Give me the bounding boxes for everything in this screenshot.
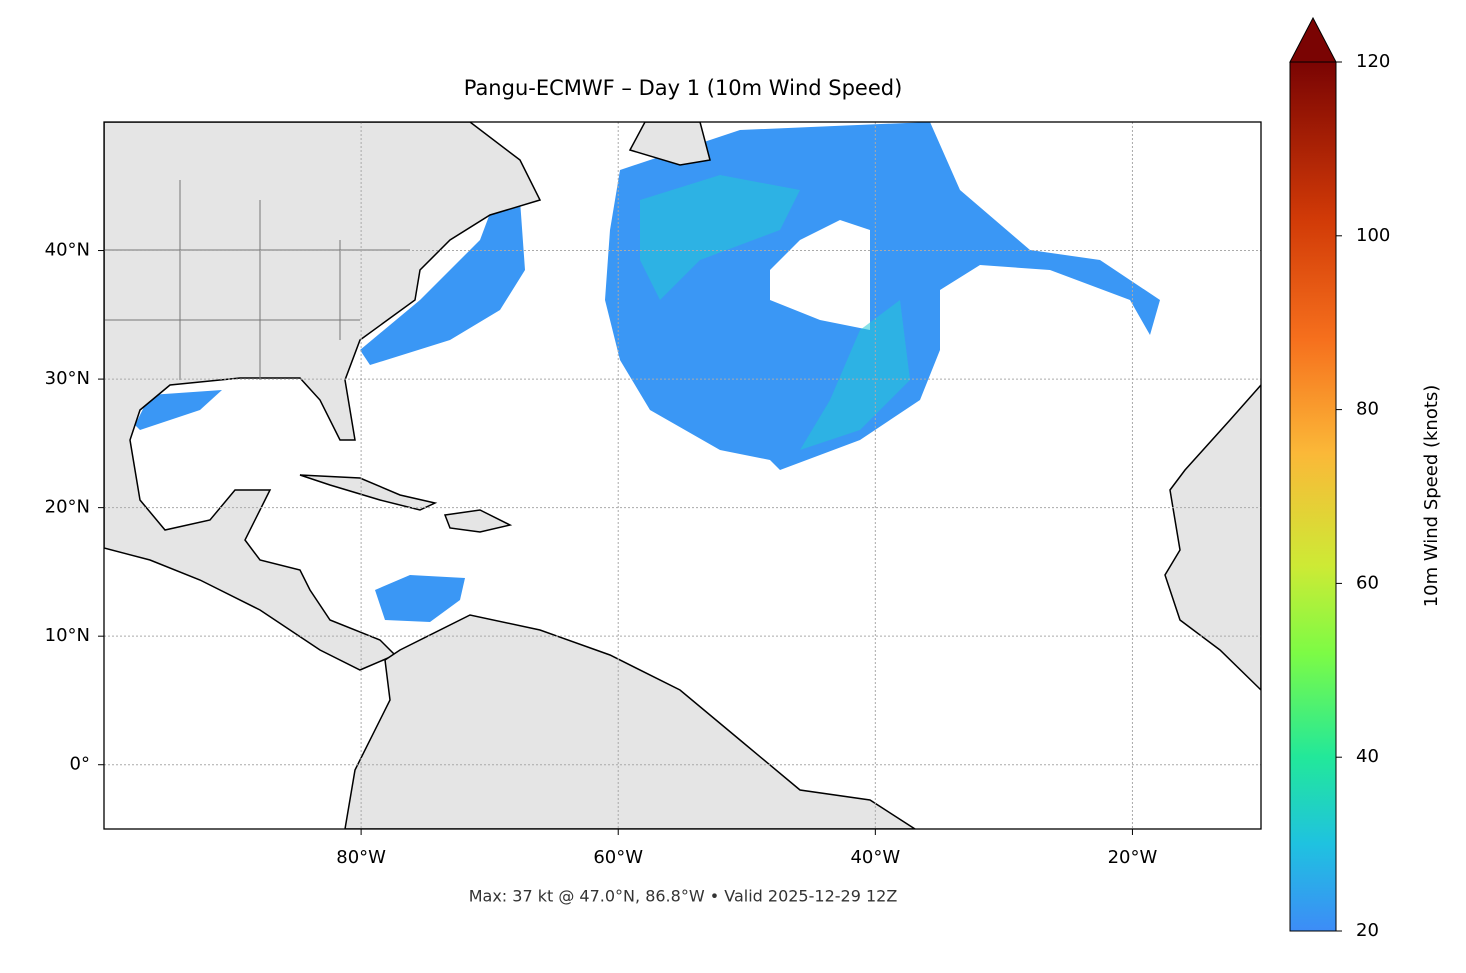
map-frame [103,121,1262,830]
south-america [344,614,917,829]
land [104,122,1261,829]
colorbar-extend [1289,16,1337,63]
hispaniola [443,509,513,533]
x-tick-label: 20°W [1108,847,1158,868]
north-central-america [104,122,542,671]
colorbar [1289,61,1337,932]
x-tick-label: 80°W [336,847,386,868]
map-footer: Max: 37 kt @ 47.0°N, 86.8°W • Valid 2025… [469,887,898,906]
colorbar-tick-label: 60 [1356,572,1379,593]
wind-area [360,200,525,365]
wind-area [375,575,465,622]
y-tick-label: 30°N [45,368,90,389]
wind-area [135,390,222,430]
greenland-newfoundland [628,122,711,166]
map-title: Pangu-ECMWF – Day 1 (10m Wind Speed) [464,76,903,100]
colorbar-label: 10m Wind Speed (knots) [1421,385,1442,608]
colorbar-tick-label: 80 [1356,399,1379,420]
y-tick-label: 20°N [45,497,90,518]
y-tick-label: 40°N [45,240,90,261]
x-tick-label: 40°W [850,847,900,868]
africa [1164,383,1261,692]
wind-core [640,175,910,450]
x-tick-label: 60°W [593,847,643,868]
colorbar-tick-label: 40 [1356,746,1379,767]
cuba [299,474,438,511]
colorbar-tick-label: 20 [1356,920,1379,941]
borders [104,180,410,380]
map-area [104,122,1261,829]
colorbar-tick-label: 100 [1356,225,1390,246]
colorbar-tick-label: 120 [1356,51,1390,72]
y-tick-label: 0° [70,754,90,775]
y-tick-label: 10°N [45,625,90,646]
